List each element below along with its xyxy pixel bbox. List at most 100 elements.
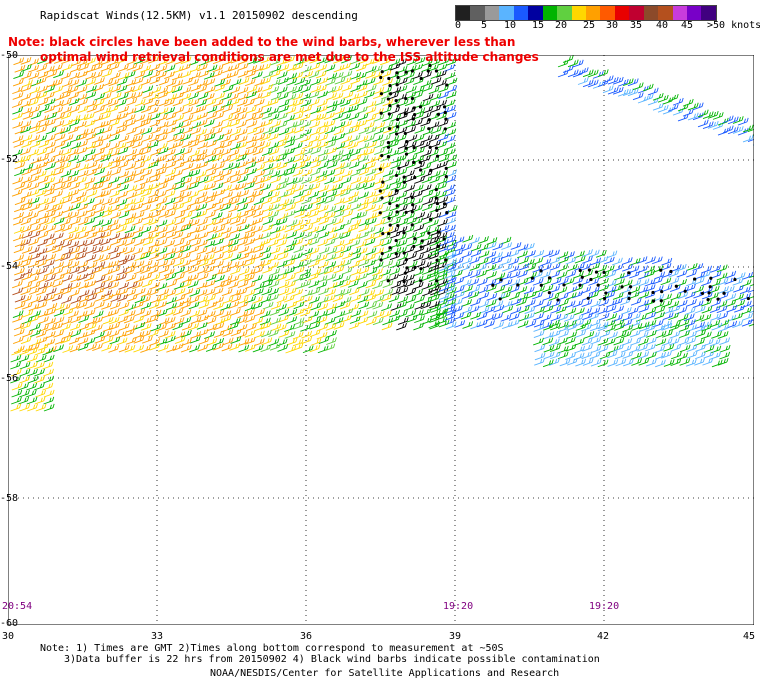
wind-barb (500, 236, 512, 245)
contamination-circle (402, 180, 406, 184)
wind-barb (445, 236, 457, 244)
wind-barb (94, 294, 106, 302)
wind-barb (229, 217, 241, 225)
wind-barb (149, 134, 160, 143)
wind-barb (45, 238, 57, 247)
wind-barb (323, 112, 335, 120)
wind-barb (677, 291, 689, 300)
wind-barb (28, 259, 40, 268)
wind-barb (268, 280, 280, 288)
wind-barb (164, 71, 175, 79)
wind-barb (420, 79, 432, 88)
wind-barb (404, 184, 416, 193)
wind-barb (221, 260, 233, 269)
wind-barb (262, 275, 274, 283)
wind-barb (125, 154, 137, 162)
wind-barb (340, 184, 352, 193)
wind-barb (389, 177, 401, 186)
wind-barb (262, 126, 274, 135)
wind-barb (492, 256, 503, 265)
wind-barb (438, 84, 449, 93)
wind-barb (43, 280, 55, 289)
wind-barb (20, 225, 32, 233)
wind-barb (326, 330, 337, 338)
wind-barb (268, 113, 280, 121)
contamination-circle (378, 189, 382, 193)
wind-barb (100, 92, 112, 101)
wind-barb (396, 225, 408, 234)
wind-barb (620, 307, 632, 315)
wind-barb (663, 343, 675, 352)
wind-barb (52, 245, 63, 254)
wind-barb (485, 313, 497, 322)
wind-barb (94, 331, 105, 339)
wind-barb (43, 375, 54, 384)
contamination-circle (651, 299, 656, 303)
wind-barb (293, 231, 305, 240)
wind-barb (134, 238, 145, 247)
wind-barb (77, 128, 89, 137)
legend-swatch (499, 6, 514, 20)
lat-label-50: -50 (0, 50, 19, 61)
wind-barb (637, 343, 648, 352)
wind-barb (173, 282, 185, 290)
wind-barb (428, 274, 440, 282)
wind-barb (44, 156, 56, 165)
wind-barb (213, 174, 225, 183)
wind-barb (244, 289, 256, 297)
wind-barb (37, 85, 48, 94)
wind-barb (12, 314, 23, 323)
wind-barb (310, 338, 322, 346)
wind-barb (276, 182, 288, 191)
wind-barb (478, 291, 490, 300)
wind-barb (452, 263, 464, 271)
wind-barb (443, 292, 455, 301)
wind-barb (637, 331, 649, 340)
wind-barb (508, 249, 520, 258)
wind-barb (37, 282, 49, 290)
wind-barb (35, 170, 47, 179)
wind-barb (213, 217, 224, 226)
wind-barb (494, 285, 506, 294)
wind-barb (709, 305, 721, 314)
wind-barb (37, 161, 49, 169)
wind-barb (29, 140, 41, 149)
contamination-circle (669, 269, 673, 274)
wind-barb (61, 296, 73, 304)
wind-barb (46, 302, 58, 311)
wind-barb (293, 266, 305, 275)
wind-barb (166, 225, 178, 234)
wind-barb (597, 323, 609, 332)
wind-barb (565, 307, 577, 316)
wind-barb (638, 278, 650, 287)
wind-barb (126, 135, 138, 144)
wind-barb (342, 307, 354, 316)
wind-barb (292, 331, 304, 340)
wind-barb (268, 141, 280, 150)
wind-barb (262, 301, 274, 310)
wind-barb (148, 246, 160, 255)
wind-barb (277, 344, 289, 352)
wind-barb (549, 299, 561, 308)
wind-barb (549, 329, 561, 338)
wind-barb (230, 128, 242, 136)
wind-barb (116, 273, 127, 281)
wind-barb (133, 266, 145, 275)
wind-barb (212, 197, 224, 206)
wind-barb (110, 251, 121, 260)
wind-barb (251, 92, 263, 101)
wind-barb (117, 92, 129, 101)
wind-barb (54, 303, 65, 311)
wind-barb (213, 322, 225, 331)
wind-barb (173, 196, 184, 205)
wind-barb (53, 70, 64, 79)
wind-barb (692, 102, 704, 111)
wind-barb (606, 250, 618, 259)
wind-barb (309, 120, 321, 129)
wind-barb (646, 337, 657, 345)
wind-barb (602, 75, 614, 84)
wind-barb (238, 274, 250, 282)
wind-barb (302, 247, 313, 256)
wind-barb (277, 92, 289, 101)
contamination-circle (419, 76, 423, 81)
